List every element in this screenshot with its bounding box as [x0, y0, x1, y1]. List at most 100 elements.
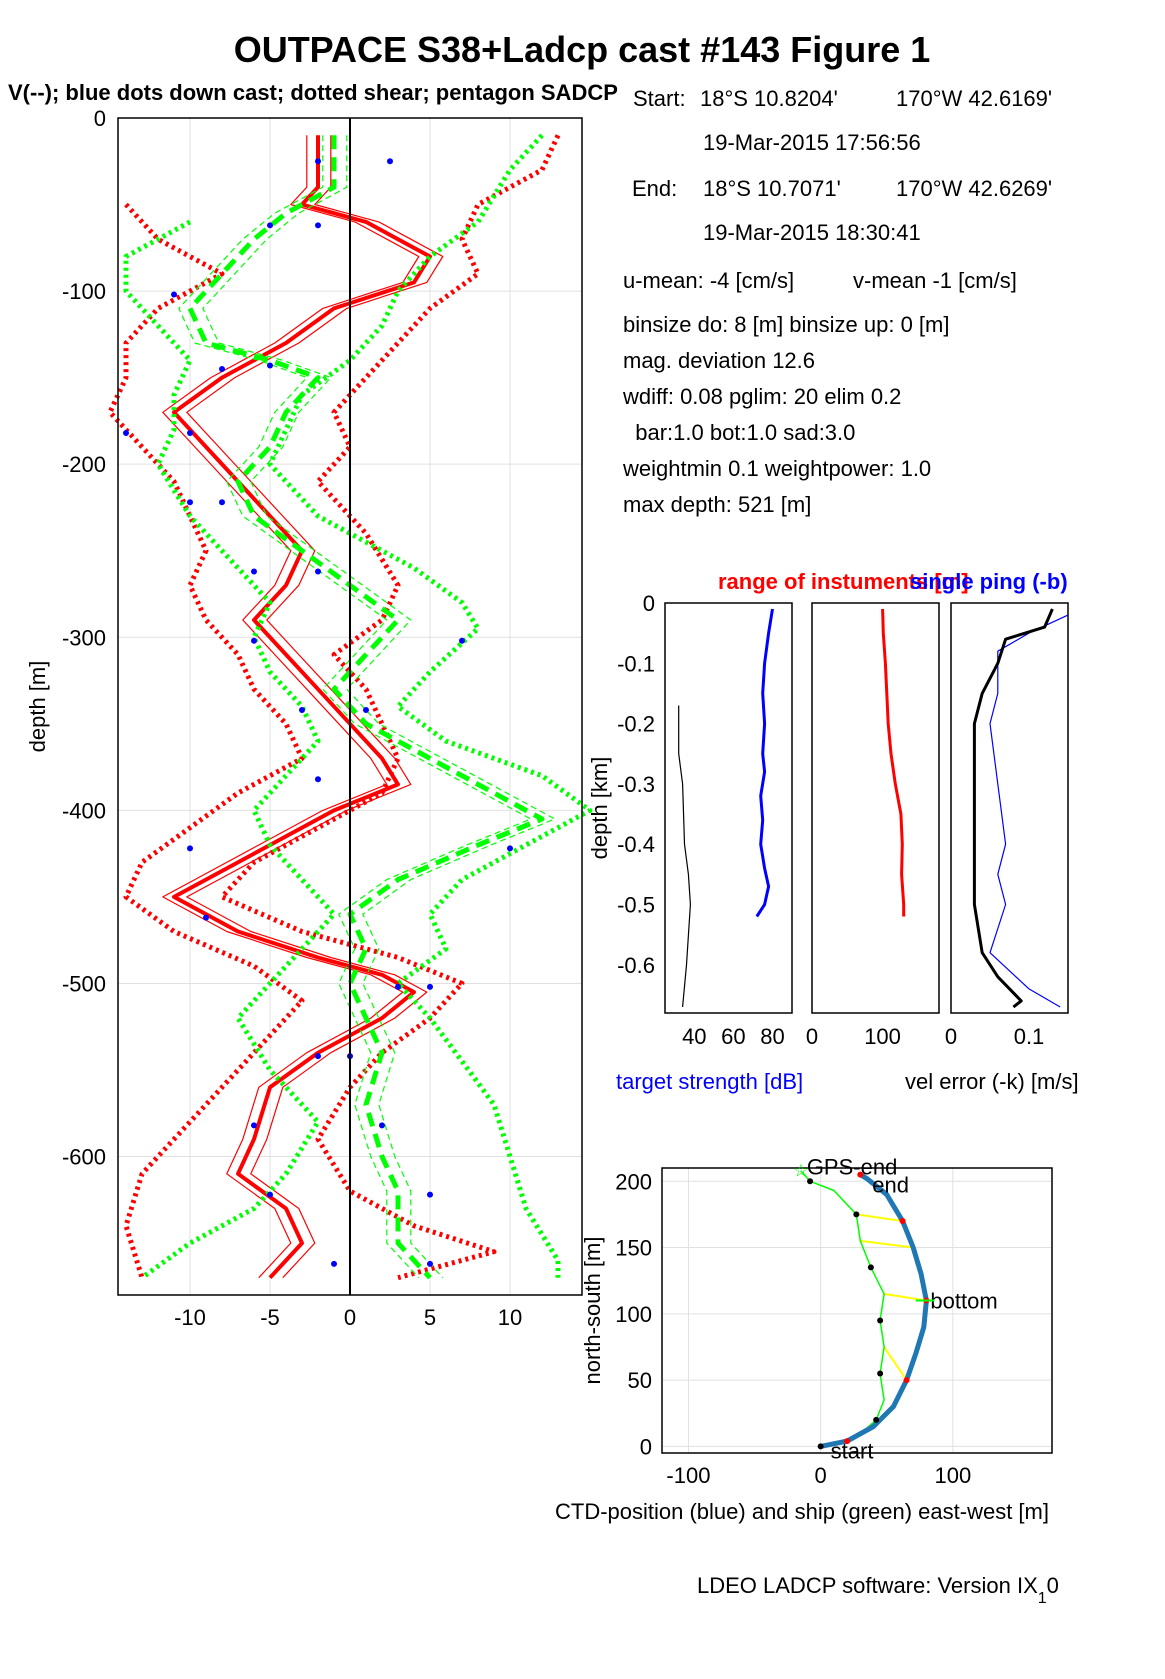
y-tick-label: -0.2	[617, 712, 655, 737]
y-axis-label: north-south [m]	[580, 1237, 605, 1385]
y-tick-label: -0.5	[617, 892, 655, 917]
downcast-dot	[507, 845, 513, 852]
position-axes-frame	[661, 1167, 1053, 1454]
y-tick-label: -0.6	[617, 953, 655, 978]
downcast-dot	[363, 706, 369, 713]
ts-axes-frame	[664, 602, 793, 1014]
ship-marker	[877, 1317, 884, 1324]
profile-ensemble-line	[202, 135, 556, 1279]
downcast-dot	[315, 222, 321, 229]
profile-series-green-4	[267, 133, 593, 1278]
ts-panel-xlabel: target strength [dB]	[616, 1069, 803, 1094]
profile-axes-frame	[117, 117, 583, 1296]
ship-marker	[877, 1370, 884, 1377]
downcast-dot	[123, 430, 129, 437]
ctd-marker	[857, 1171, 864, 1178]
velocity-profile-panel: -10 -5 0 5 10 0 -100 -200 -300 -400 -500 -600 depth …	[25, 106, 593, 1330]
ts-black-line	[678, 705, 692, 1008]
y-axis-label: depth [km]	[587, 757, 612, 860]
error-panel-title: single ping (-b)	[910, 569, 1068, 594]
y-axis-label: depth [m]	[25, 661, 50, 753]
x-tick-label: -5	[260, 1305, 280, 1330]
downcast-dot	[203, 914, 209, 921]
ctd-marker	[844, 1438, 851, 1445]
info-mag-deviation: mag. deviation 12.6	[623, 348, 815, 373]
downcast-dot	[187, 845, 193, 852]
info-start-time: 19-Mar-2015 17:56:56	[703, 130, 921, 155]
target-strength-panel: 40 60 80 0 -0.1 -0.2 -0.3 -0.4 -0.5 -0.6 depth [km…	[587, 591, 793, 1049]
footer-subscript: 1	[1038, 1590, 1047, 1607]
downcast-dot	[331, 1260, 337, 1267]
y-tick-label: -300	[62, 625, 106, 650]
downcast-dot	[427, 983, 433, 990]
x-tick-label: 10	[498, 1305, 522, 1330]
downcast-dot	[427, 1260, 433, 1267]
figure-title: OUTPACE S38+Ladcp cast #143 Figure 1	[234, 29, 931, 70]
position-link	[856, 1213, 903, 1223]
downcast-dot	[267, 222, 273, 229]
y-tick-label: 200	[615, 1169, 652, 1194]
profile-ensemble-line	[162, 135, 420, 1279]
downcast-dot	[267, 1191, 273, 1198]
x-tick-label: 100	[864, 1024, 901, 1049]
y-tick-label: 150	[615, 1236, 652, 1261]
y-tick-label: -0.3	[617, 772, 655, 797]
x-tick-label: 0	[945, 1024, 957, 1049]
downcast-dot	[459, 637, 465, 644]
y-tick-label: -100	[62, 279, 106, 304]
position-link	[883, 1346, 908, 1381]
info-end-lat: 18°S 10.7071'	[703, 176, 841, 201]
x-tick-label: 60	[721, 1024, 745, 1049]
ctd-track-line	[820, 1172, 929, 1449]
downcast-dot	[299, 706, 305, 713]
info-start-label: Start:	[633, 86, 686, 111]
instrument-range-panel: 0 100	[806, 602, 940, 1049]
x-tick-label: 80	[760, 1024, 784, 1049]
downcast-dot	[395, 983, 401, 990]
error-blue-line	[989, 614, 1069, 1008]
x-tick-label: 0	[806, 1024, 818, 1049]
downcast-dot	[315, 776, 321, 783]
y-tick-label: -600	[62, 1145, 106, 1170]
downcast-dot	[315, 158, 321, 165]
info-weight: weightmin 0.1 weightpower: 1.0	[622, 456, 931, 481]
downcast-dot	[387, 158, 393, 165]
downcast-dot	[379, 1122, 385, 1129]
profile-ensemble-line	[186, 135, 444, 1279]
ctd-marker	[899, 1218, 906, 1225]
error-axes-frame	[950, 602, 1069, 1014]
error-black-line	[972, 608, 1054, 1009]
figure-subtitle: V(--); blue dots down cast; dotted shear…	[8, 80, 618, 105]
footer-main: LDEO LADCP software: Version IX	[697, 1573, 1038, 1598]
info-end-time: 19-Mar-2015 18:30:41	[703, 220, 921, 245]
position-link	[883, 1292, 927, 1302]
x-tick-label: -100	[666, 1463, 710, 1488]
downcast-dot	[251, 637, 257, 644]
y-tick-label: -0.1	[617, 651, 655, 676]
info-start-lat: 18°S 10.8204'	[700, 86, 838, 111]
ship-marker	[873, 1416, 880, 1423]
profile-series-red-2	[107, 202, 305, 1279]
profile-series-green-3	[187, 135, 545, 1280]
info-u-mean: u-mean: -4 [cm/s]	[623, 268, 794, 293]
gps-end-label: GPS-end	[807, 1155, 898, 1180]
x-tick-label: 100	[934, 1463, 971, 1488]
x-tick-label: 5	[424, 1305, 436, 1330]
downcast-dot	[187, 430, 193, 437]
downcast-dot	[187, 499, 193, 506]
profile-series-red-1	[219, 134, 561, 1281]
end-label: end	[872, 1173, 909, 1198]
ship-track-line	[800, 1170, 885, 1448]
y-tick-label: -200	[62, 452, 106, 477]
profile-ensemble-line	[178, 135, 532, 1279]
range-panel-title: range of instuments [m]	[718, 569, 969, 594]
velocity-error-panel: 0 0.1	[945, 602, 1069, 1049]
info-bar: bar:1.0 bot:1.0 sad:3.0	[623, 420, 855, 445]
downcast-dot	[315, 1053, 321, 1060]
downcast-dot	[267, 362, 273, 369]
ts-blue-line	[755, 608, 774, 918]
ctd-marker	[903, 1377, 910, 1384]
downcast-dot	[251, 568, 257, 575]
footer-version: LDEO LADCP software: Version IX10	[697, 1573, 1059, 1607]
